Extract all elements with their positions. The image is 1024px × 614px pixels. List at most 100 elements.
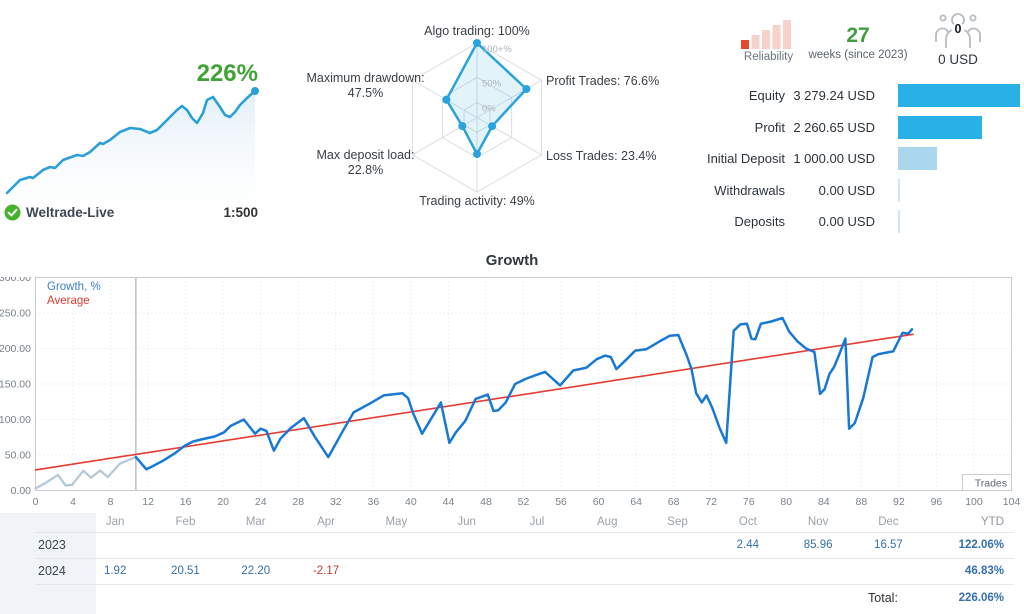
month-col-nov: Nov (807, 516, 829, 528)
row-separator (35, 558, 1014, 559)
x-tick-label: 28 (292, 496, 304, 508)
x-tick-label: 88 (856, 496, 868, 508)
legend-growth: Growth, % (47, 281, 101, 293)
month-col-oct: Oct (738, 516, 757, 528)
radar-grid-spoke (476, 79, 542, 118)
month-col-jan: Jan (105, 516, 125, 528)
reliability-bar (741, 40, 749, 49)
x-tick-label: 80 (780, 496, 792, 508)
cell-2024-mar: 22.20 (241, 565, 271, 577)
subscribers-funds: 0 USD (938, 52, 978, 67)
plot-border (35, 277, 1012, 491)
x-tick-label: 64 (630, 496, 642, 508)
radar-label-profit-trades: Profit Trades: 76.6% (546, 74, 660, 88)
series-growth-2024 (134, 316, 914, 471)
sparkline-endpoint-dot (251, 87, 259, 95)
radar-vertex-dot (458, 122, 467, 130)
y-tick-label: 150.00 (0, 379, 31, 391)
reliability-icon (741, 20, 791, 49)
x-tick-label: 16 (180, 496, 192, 508)
stat-bar-deposits (898, 210, 900, 234)
x-tick-label: 72 (705, 496, 717, 508)
stat-bar-initial-deposit (898, 147, 937, 171)
subscribers-count: 0 (955, 22, 962, 36)
account-name-link[interactable]: Weltrade-Live (26, 205, 115, 220)
x-tick-label: 44 (443, 496, 455, 508)
sparkline-chart (5, 87, 259, 200)
x-tick-label: 32 (330, 496, 342, 508)
x-tick-label: 48 (480, 496, 492, 508)
y-tick-label: 250.00 (0, 308, 31, 320)
ytd-column-background (0, 513, 96, 614)
month-col-feb: Feb (175, 516, 196, 528)
leverage-value: 1:500 (223, 205, 258, 220)
growth-percent-label: 226% (196, 60, 258, 87)
total-value: 226.06% (958, 592, 1004, 604)
radar-label-trading-activity: Trading activity: 49% (419, 194, 535, 208)
radar-label-max-deposit-load: Max deposit load: 22.8% (316, 148, 415, 177)
x-tick-label: 20 (217, 496, 229, 508)
radar-vertex-dot (442, 95, 451, 104)
radar-chart: 100+% 50% 0% (412, 39, 542, 193)
stat-value-deposits: 0.00 USD (818, 214, 875, 230)
cell-2024-jan: 1.92 (103, 565, 127, 577)
weeks-caption: weeks (since 2023) (808, 49, 908, 61)
month-col-sep: Sep (667, 516, 688, 528)
ytd-column-header: YTD (981, 516, 1004, 528)
radar-vertex-dot (488, 122, 497, 131)
reliability-bar (783, 20, 791, 49)
cell-2023-nov: 85.96 (803, 539, 833, 551)
x-tick-label: 76 (743, 496, 755, 508)
x-tick-label: 0 (33, 496, 39, 508)
radar-vertex-dot (473, 150, 481, 158)
ytd-value-2023: 122.06% (958, 539, 1004, 551)
radar-data-polygon (445, 41, 528, 156)
series-growth-2023-previous-year- (34, 455, 138, 490)
stat-value-profit: 2 260.65 USD (793, 119, 875, 135)
sparkline-area (7, 91, 255, 200)
stat-value-initial-deposit: 1 000.00 USD (793, 151, 875, 167)
x-tick-label: 84 (818, 496, 830, 508)
stat-bar-withdrawals (898, 178, 900, 202)
trades-label-box (962, 474, 1012, 491)
stat-value-equity: 3 279.24 USD (793, 88, 875, 103)
radar-ring-label: 0% (482, 104, 496, 115)
x-tick-label: 68 (668, 496, 680, 508)
weeks-count: 27 (846, 24, 870, 47)
row-separator (35, 532, 1014, 533)
month-col-jun: Jun (457, 516, 476, 528)
radar-label-maximum-drawdown: Maximum drawdown: 47.5% (306, 71, 425, 100)
radar-ring-label: 100+% (482, 44, 512, 55)
total-label: Total: (868, 591, 898, 605)
ytd-value-2024: 46.83% (964, 565, 1004, 577)
sparkline-line (5, 89, 257, 195)
month-col-aug: Aug (597, 516, 618, 528)
cell-2024-feb: 20.51 (171, 565, 200, 577)
radar-vertex-dot (473, 39, 481, 47)
month-col-may: May (385, 516, 408, 528)
month-col-dec: Dec (878, 516, 899, 528)
x-tick-label: 40 (405, 496, 417, 508)
cell-2024-apr: -2.17 (312, 565, 340, 577)
growth-line-chart: 0.00 50.00 100.00 150.00 200.00 250.00 300.00 0… (0, 277, 1020, 508)
x-tick-label: 4 (70, 496, 76, 508)
x-tick-label: 100 (965, 496, 983, 508)
month-col-mar: Mar (245, 516, 266, 528)
month-col-jul: Jul (529, 516, 545, 528)
stat-label-initial-deposit: Initial Deposit (706, 151, 785, 167)
radar-ring-label: 50% (482, 78, 502, 89)
stat-label-equity: Equity (748, 88, 785, 103)
stat-bar-profit (898, 115, 982, 139)
row-separator (35, 584, 1014, 585)
x-tick-label: 60 (593, 496, 605, 508)
y-tick-label: 100.00 (0, 414, 31, 426)
y-tick-label: 0.00 (11, 485, 32, 497)
radar-grid-spoke (412, 117, 478, 156)
y-tick-label: 50.00 (5, 450, 31, 462)
year-label-2023: 2023 (38, 538, 66, 552)
stat-bar-equity (898, 84, 1020, 107)
y-tick-label: 200.00 (0, 343, 31, 355)
x-tick-label: 24 (255, 496, 267, 508)
cell-2023-oct: 2.44 (736, 539, 760, 551)
stat-label-profit: Profit (754, 119, 785, 135)
